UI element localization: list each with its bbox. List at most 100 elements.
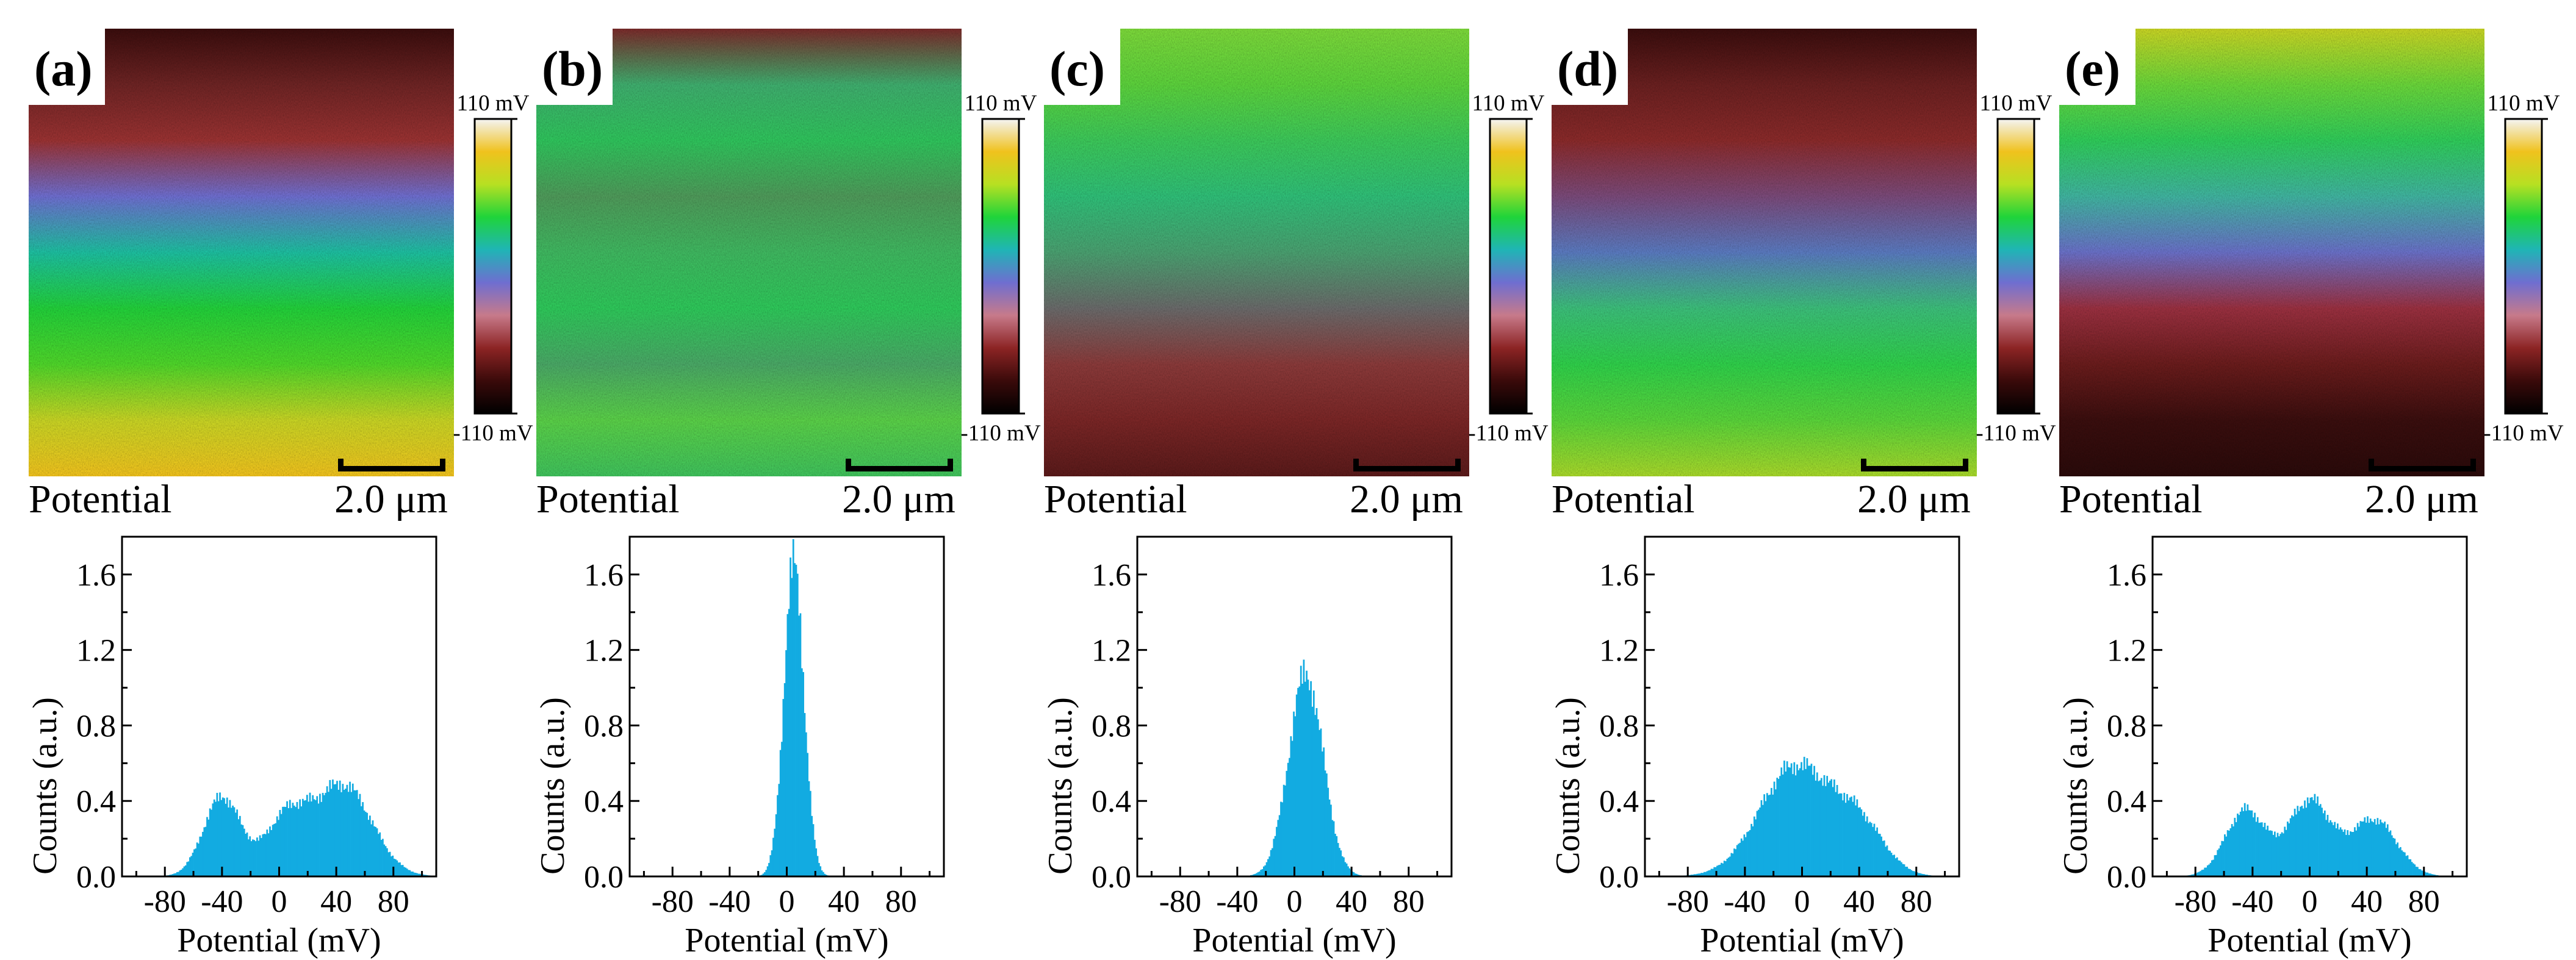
histogram-bar <box>1891 855 1894 876</box>
histogram-bar <box>2431 874 2433 876</box>
y-tick-label: 0.8 <box>76 709 116 743</box>
histogram-bar <box>1768 795 1770 876</box>
histogram-bar <box>2267 825 2269 876</box>
histogram-bar <box>1291 740 1293 876</box>
histogram-bar <box>1863 812 1865 876</box>
histogram-bar <box>765 870 768 876</box>
histogram-bar <box>378 834 380 876</box>
histogram-bar <box>1256 873 1258 876</box>
y-tick-label: 1.6 <box>1092 558 1131 593</box>
histogram-bar <box>226 797 228 876</box>
x-axis-label: Potential (mV) <box>2207 922 2411 959</box>
scale-bar <box>846 466 953 471</box>
histogram-bar <box>1870 823 1873 876</box>
histogram-bar <box>1865 821 1867 876</box>
histogram-bar <box>2376 818 2379 876</box>
histogram-bar <box>2292 816 2295 876</box>
histogram-bar <box>306 795 308 876</box>
histogram-bar <box>419 873 421 876</box>
y-axis-label: Counts (a.u.) <box>26 697 64 875</box>
colorbar <box>473 118 513 415</box>
histogram-bar <box>1311 706 1314 876</box>
y-axis-label: Counts (a.u.) <box>1549 697 1587 875</box>
histogram-bar <box>315 800 317 876</box>
histogram-bar <box>1835 792 1837 876</box>
histogram-bar <box>233 807 236 876</box>
scale-bar-tick-right <box>440 459 445 471</box>
x-tick-label: 80 <box>1393 884 1425 919</box>
histogram-bar <box>808 781 810 876</box>
histogram-bar <box>2269 830 2272 876</box>
histogram-bar <box>1843 792 1846 876</box>
histogram-bar <box>1263 866 1265 876</box>
scale-bar-label: 2.0 μm <box>1857 477 1971 521</box>
histogram-bar <box>2359 821 2362 876</box>
histogram-bar <box>186 862 189 876</box>
histogram-bar <box>383 844 386 876</box>
panel-c: (c) 2.0 μm Potential 110 mV -110 mV -80 -40 0 40… <box>1040 24 1549 959</box>
histogram-bar <box>1267 859 1269 876</box>
histogram-bar <box>2284 826 2286 876</box>
histogram-bar <box>2330 820 2332 876</box>
histogram-bar <box>1280 801 1282 876</box>
histogram-bar <box>1276 826 1278 876</box>
colorbar-min-label: -110 mV <box>1468 421 1548 446</box>
scale-bar <box>2369 466 2476 471</box>
histogram-bar <box>1303 659 1305 876</box>
histogram-bar <box>1788 767 1790 876</box>
y-tick-label: 1.2 <box>584 634 624 668</box>
histogram-bars <box>165 779 433 876</box>
histogram-bar <box>2234 817 2236 876</box>
histogram-bar <box>2364 817 2366 876</box>
histogram-bar <box>2304 800 2306 876</box>
histogram-bar <box>322 793 324 876</box>
colorbar-min-label: -110 mV <box>2483 421 2563 446</box>
histogram-bar <box>1321 751 1323 876</box>
histogram-bar <box>280 814 282 876</box>
histogram-bar <box>283 806 286 876</box>
histogram-bar <box>2317 796 2319 876</box>
histogram-bar <box>2218 848 2220 876</box>
panel-label-background <box>1040 24 1120 105</box>
y-tick-label: 1.6 <box>2107 558 2146 593</box>
histogram-bar <box>1353 872 1355 876</box>
histogram-bar <box>1713 867 1716 876</box>
y-tick-label: 0.8 <box>584 709 624 743</box>
histogram-bar <box>766 866 769 876</box>
scale-bar <box>1353 466 1461 471</box>
histogram-bar <box>2275 837 2278 876</box>
histogram-bar <box>2261 822 2263 876</box>
histogram-bar <box>2250 810 2251 876</box>
y-axis-label: Counts (a.u.) <box>1042 697 1079 875</box>
histogram-bar <box>237 819 240 876</box>
histogram-bar <box>406 869 408 876</box>
histogram-bar <box>1752 826 1754 876</box>
histogram-bar <box>1827 783 1830 876</box>
histogram-bar <box>2318 806 2320 876</box>
histogram-bar <box>1855 805 1857 876</box>
scale-bar-label: 2.0 μm <box>842 477 955 521</box>
histogram-bar <box>1818 781 1819 876</box>
histogram-bar <box>2405 856 2408 876</box>
x-tick-label: 0 <box>272 884 287 919</box>
histogram-bar <box>2345 834 2347 876</box>
histogram-bar <box>1777 779 1780 876</box>
histogram-bar <box>2265 829 2267 876</box>
x-tick-label: 40 <box>828 884 860 919</box>
histogram-bar <box>358 799 359 876</box>
y-tick-label: 1.6 <box>584 558 624 593</box>
histogram-bar <box>774 828 776 876</box>
histogram-bar <box>1894 858 1897 876</box>
histogram-bar <box>1860 809 1863 876</box>
panel-label: (b) <box>542 41 603 96</box>
histogram-bar <box>1327 787 1329 876</box>
histogram-bar <box>320 801 323 876</box>
panel-label-background <box>2055 24 2135 105</box>
histogram-bar <box>1331 820 1334 876</box>
histogram-bar <box>802 672 804 876</box>
map-title: Potential <box>29 477 172 521</box>
x-tick-label: -80 <box>1667 884 1709 919</box>
scale-bar <box>338 466 445 471</box>
colorbar-max-label: 110 mV <box>2488 91 2560 116</box>
histogram-bar <box>192 853 194 876</box>
